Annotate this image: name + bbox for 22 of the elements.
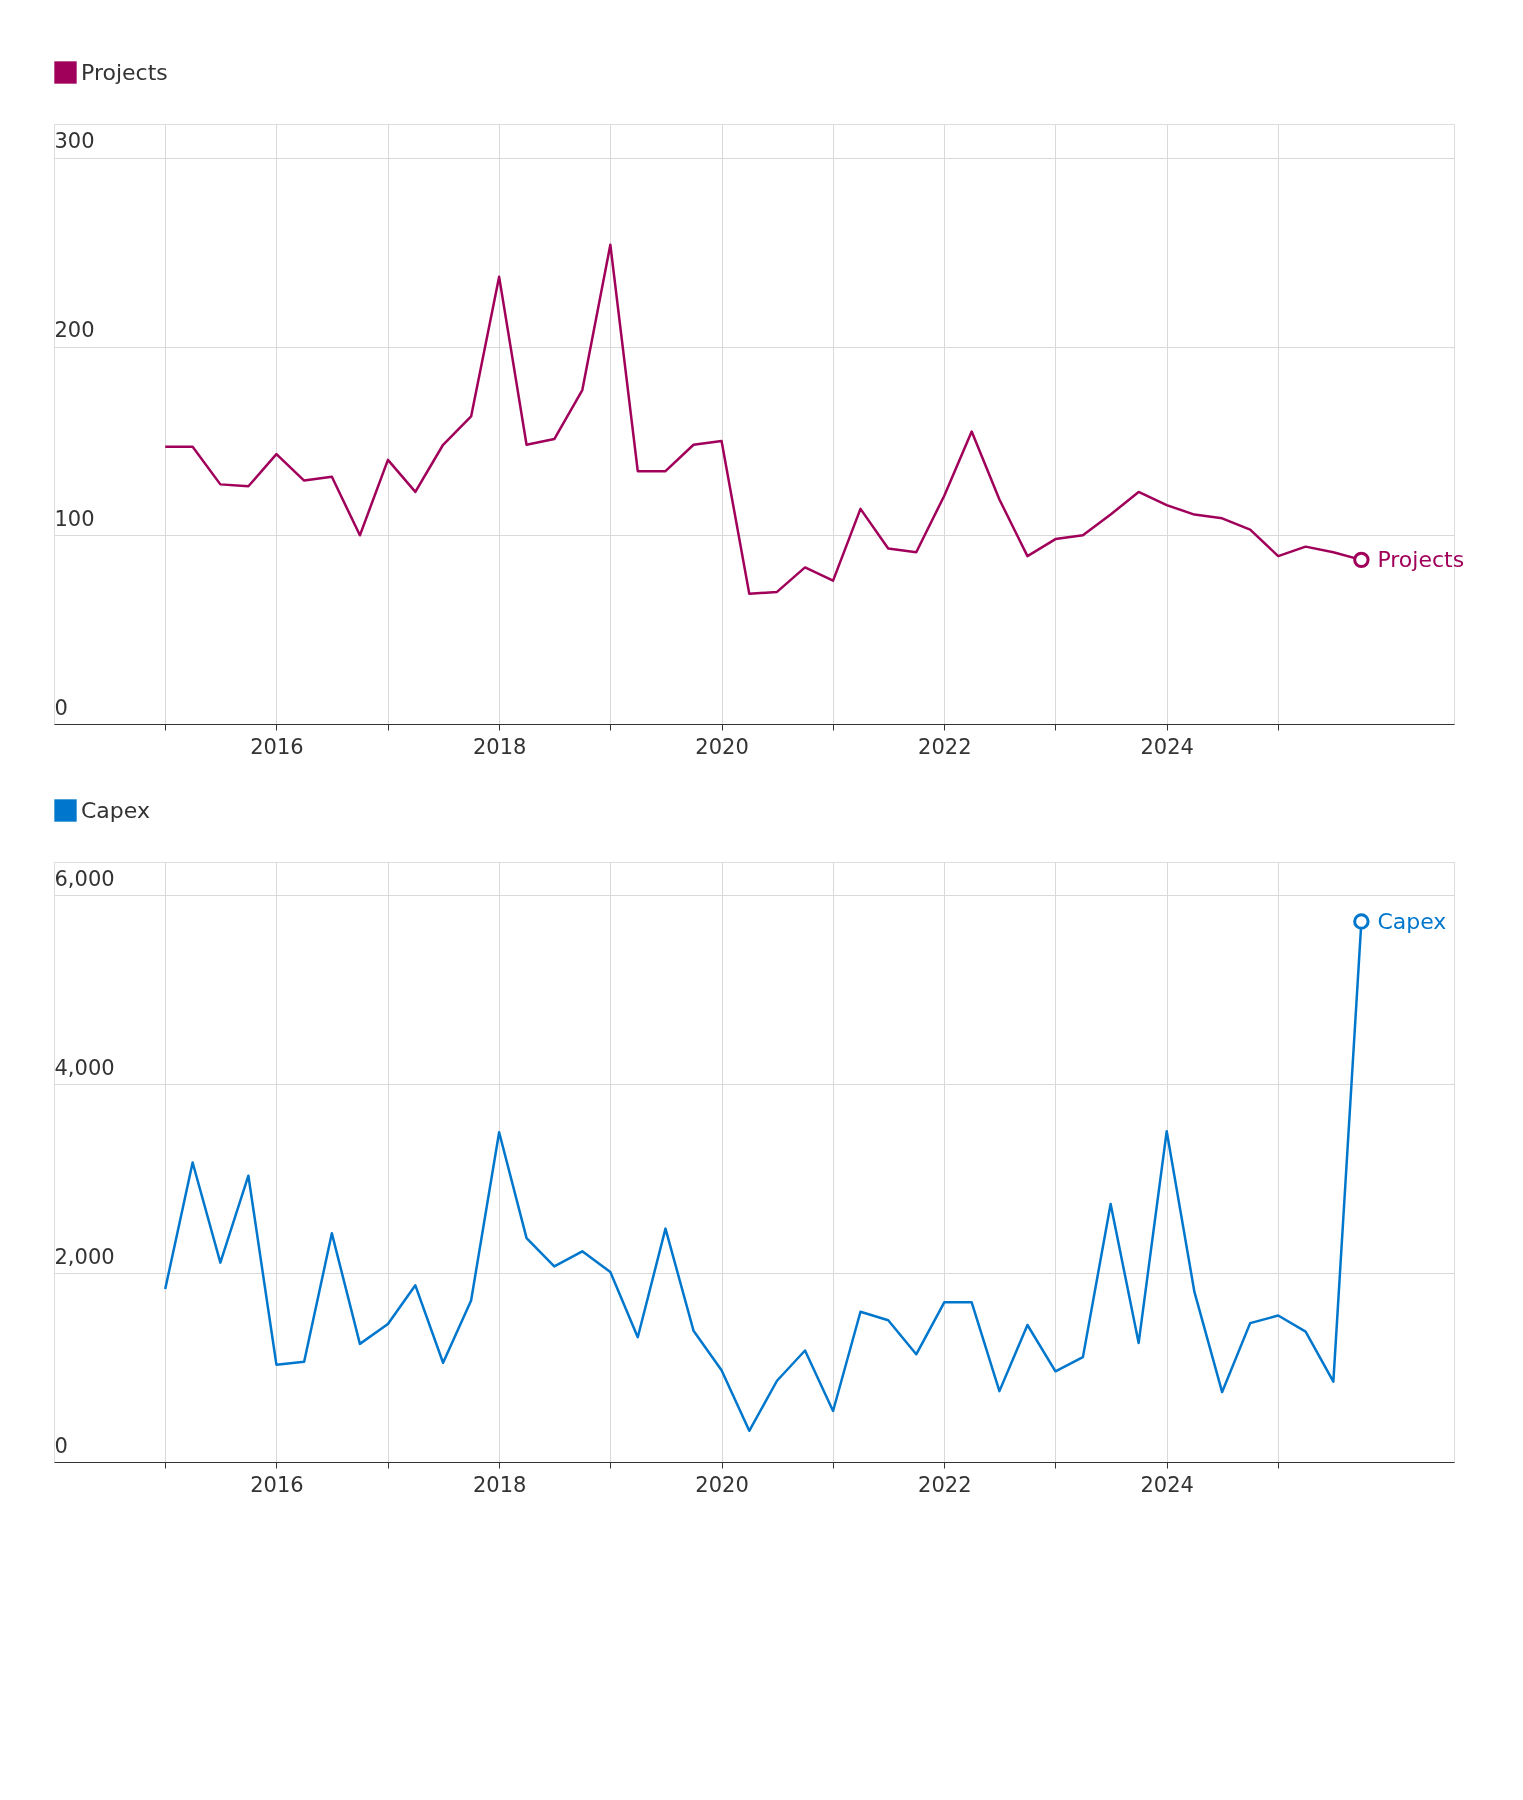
y-tick-label: 4,000: [54, 1055, 115, 1080]
x-tick-label: 2022: [918, 1472, 972, 1497]
legend-label: Capex: [81, 797, 150, 823]
legend-label: Projects: [81, 59, 168, 85]
x-tick-label: 2024: [1140, 734, 1194, 759]
x-tick-label: 2018: [472, 734, 527, 759]
y-tick-label: 100: [54, 506, 95, 531]
x-tick-label: 2020: [695, 734, 749, 759]
y-tick-label: 0: [54, 1433, 68, 1458]
x-tick-label: 2016: [250, 734, 304, 759]
y-tick-label: 0: [54, 695, 68, 720]
y-tick-label: 300: [54, 129, 95, 154]
text: Projects: [1377, 546, 1465, 572]
x-tick-label: 2018: [472, 1472, 527, 1497]
y-tick-label: 6,000: [54, 866, 115, 891]
x-tick-label: 2022: [918, 734, 972, 759]
x-tick-label: 2024: [1140, 1472, 1194, 1497]
y-tick-label: 2,000: [54, 1244, 115, 1269]
x-tick-label: 2016: [250, 1472, 304, 1497]
y-tick-label: 200: [54, 318, 95, 343]
x-tick-label: 2020: [695, 1472, 749, 1497]
text: Capex: [1377, 908, 1447, 934]
